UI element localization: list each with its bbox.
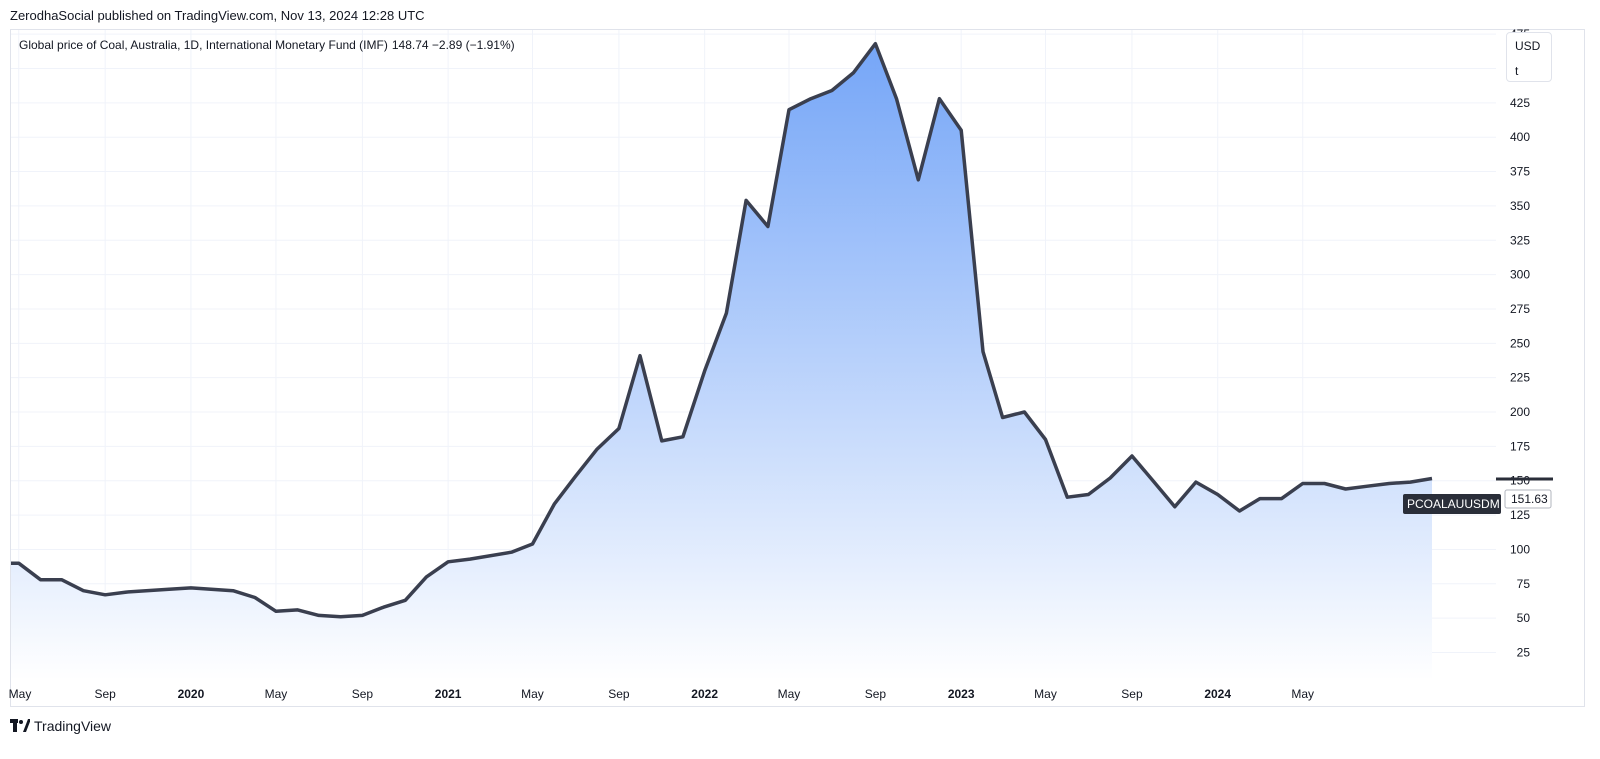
y-tick-label: 25: [1517, 646, 1531, 660]
legend-title: Global price of Coal, Australia, 1D, Int…: [19, 38, 388, 52]
tradingview-logo-icon: [10, 719, 31, 733]
x-tick-label: May: [1034, 687, 1057, 701]
x-tick-label: Sep: [608, 687, 630, 701]
y-tick-label: 425: [1510, 96, 1530, 110]
currency-label: USD: [1515, 39, 1541, 53]
y-tick-label: 400: [1510, 130, 1530, 144]
y-tick-label: 250: [1510, 336, 1530, 350]
symbol-tag-label: PCOALAUUSDM: [1407, 497, 1500, 511]
x-tick-label: Sep: [1121, 687, 1143, 701]
y-tick-label: 325: [1510, 233, 1530, 247]
y-axis[interactable]: 25 50 75 100 125 150 175 200 225 250 275 300 325 350 3…: [1510, 27, 1530, 659]
y-tick-label: 350: [1510, 199, 1530, 213]
y-tick-label: 75: [1517, 577, 1531, 591]
y-tick-label: 100: [1510, 542, 1530, 556]
symbol-tag: [1403, 494, 1501, 514]
chart-legend[interactable]: Global price of Coal, Australia, 1D, Int…: [19, 38, 515, 52]
x-tick-label: 2023: [948, 687, 975, 701]
x-axis[interactable]: May Sep 2020 May Sep 2021 May Sep 2022 May Sep 2023…: [9, 687, 1314, 701]
unit-label: t: [1515, 64, 1519, 78]
y-tick-label: 50: [1517, 611, 1531, 625]
y-tick-label: 175: [1510, 439, 1530, 453]
y-tick-label: 300: [1510, 268, 1530, 282]
x-tick-label: May: [265, 687, 288, 701]
area-fill: [11, 43, 1432, 680]
y-tick-label: 225: [1510, 371, 1530, 385]
x-tick-label: Sep: [94, 687, 116, 701]
y-tick-label: 275: [1510, 302, 1530, 316]
y-tick-label: 200: [1510, 405, 1530, 419]
price-tags: PCOALAUUSDM 151.63: [1403, 477, 1553, 514]
last-price-label: 151.63: [1511, 492, 1548, 506]
legend-values: 148.74 −2.89 (−1.91%): [391, 38, 515, 52]
y-tick-label: 375: [1510, 165, 1530, 179]
tradingview-footer[interactable]: TradingView: [10, 718, 111, 734]
x-tick-label: 2022: [691, 687, 718, 701]
y-tick-label: 125: [1510, 508, 1530, 522]
series-line: [11, 41, 1433, 619]
x-tick-label: May: [778, 687, 801, 701]
x-tick-label: Sep: [865, 687, 887, 701]
chart-frame: [10, 29, 1585, 707]
x-tick-label: May: [521, 687, 544, 701]
x-tick-label: 2021: [435, 687, 462, 701]
unit-selector[interactable]: USD t: [1506, 32, 1552, 82]
last-price-box: [1504, 489, 1552, 509]
x-tick-label: May: [9, 687, 32, 701]
published-info: ZerodhaSocial published on TradingView.c…: [10, 8, 425, 23]
brand-name: TradingView: [34, 718, 112, 734]
x-tick-label: 2020: [178, 687, 205, 701]
y-tick-label: 150: [1510, 474, 1530, 488]
x-tick-label: May: [1291, 687, 1314, 701]
x-tick-label: Sep: [352, 687, 374, 701]
x-tick-label: 2024: [1204, 687, 1231, 701]
